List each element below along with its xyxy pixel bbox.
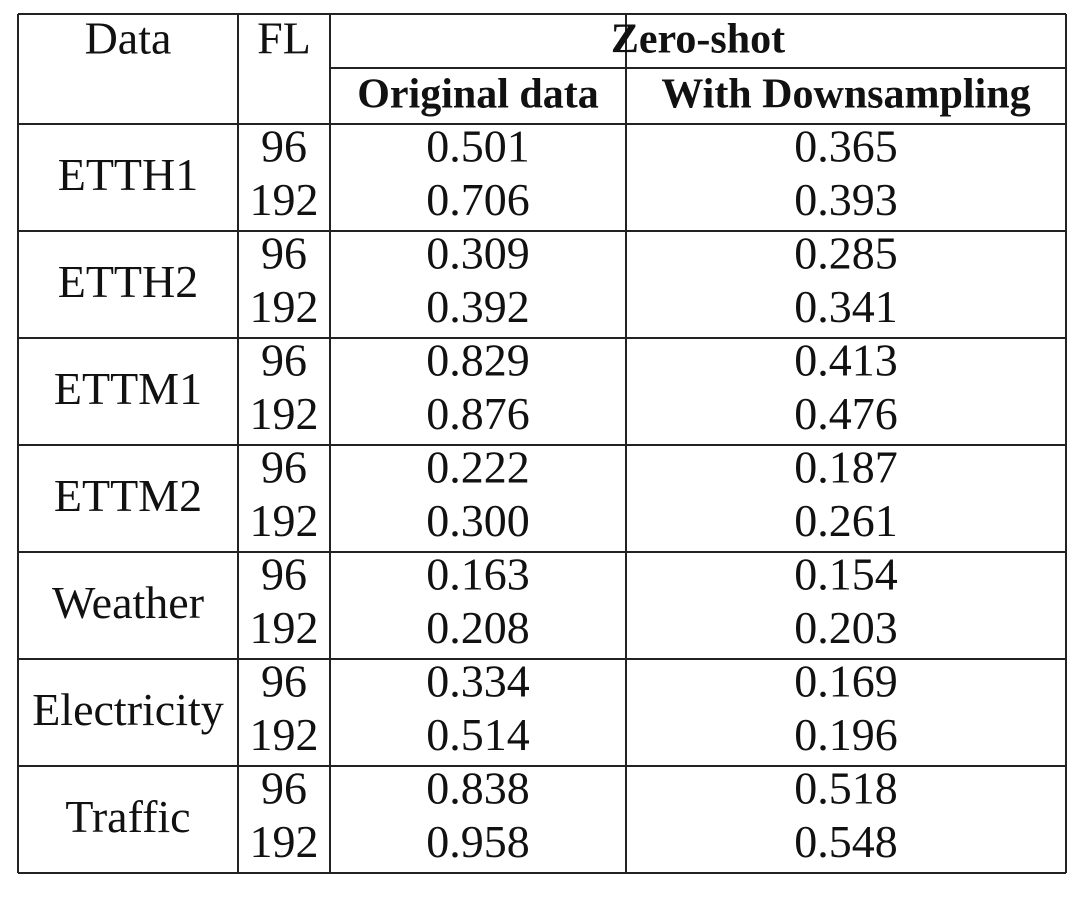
value-cell: 0.838: [426, 762, 530, 813]
dataset-name: Electricity: [32, 684, 224, 735]
fl-cell: 192: [250, 495, 319, 546]
fl-cell: 96: [261, 120, 307, 171]
dataset-name: ETTH2: [58, 256, 199, 307]
value-cell: 0.413: [794, 334, 898, 385]
value-cell: 0.300: [426, 495, 530, 546]
value-cell: 0.285: [794, 227, 898, 278]
value-cell: 0.518: [794, 762, 898, 813]
fl-cell: 192: [250, 709, 319, 760]
value-cell: 0.341: [794, 281, 898, 332]
value-cell: 0.334: [426, 655, 530, 706]
value-cell: 0.187: [794, 441, 898, 492]
fl-cell: 96: [261, 334, 307, 385]
dataset-name: ETTH1: [58, 149, 199, 200]
value-cell: 0.514: [426, 709, 530, 760]
header-cell: Original data: [357, 72, 599, 118]
value-cell: 0.876: [426, 388, 530, 439]
fl-cell: 96: [261, 655, 307, 706]
fl-cell: 96: [261, 441, 307, 492]
fl-cell: 192: [250, 602, 319, 653]
value-cell: 0.829: [426, 334, 530, 385]
value-cell: 0.169: [794, 655, 898, 706]
fl-cell: 96: [261, 762, 307, 813]
value-cell: 0.196: [794, 709, 898, 760]
value-cell: 0.208: [426, 602, 530, 653]
value-cell: 0.392: [426, 281, 530, 332]
value-cell: 0.706: [426, 174, 530, 225]
value-cell: 0.261: [794, 495, 898, 546]
value-cell: 0.203: [794, 602, 898, 653]
dataset-name: ETTM1: [54, 363, 202, 414]
fl-cell: 96: [261, 227, 307, 278]
value-cell: 0.309: [426, 227, 530, 278]
value-cell: 0.958: [426, 816, 530, 867]
value-cell: 0.393: [794, 174, 898, 225]
value-cell: 0.501: [426, 120, 530, 171]
dataset-name: Traffic: [65, 791, 190, 842]
fl-cell: 192: [250, 816, 319, 867]
value-cell: 0.476: [794, 388, 898, 439]
value-cell: 0.222: [426, 441, 530, 492]
dataset-name: Weather: [52, 577, 204, 628]
header-cell: Zero-shot: [611, 17, 785, 63]
fl-cell: 96: [261, 548, 307, 599]
fl-cell: 192: [250, 281, 319, 332]
value-cell: 0.163: [426, 548, 530, 599]
header-cell: With Downsampling: [661, 72, 1030, 118]
value-cell: 0.154: [794, 548, 898, 599]
value-cell: 0.365: [794, 120, 898, 171]
header-cell: Data: [85, 13, 172, 64]
header-cell: FL: [257, 13, 311, 64]
dataset-name: ETTM2: [54, 470, 202, 521]
fl-cell: 192: [250, 388, 319, 439]
fl-cell: 192: [250, 174, 319, 225]
value-cell: 0.548: [794, 816, 898, 867]
